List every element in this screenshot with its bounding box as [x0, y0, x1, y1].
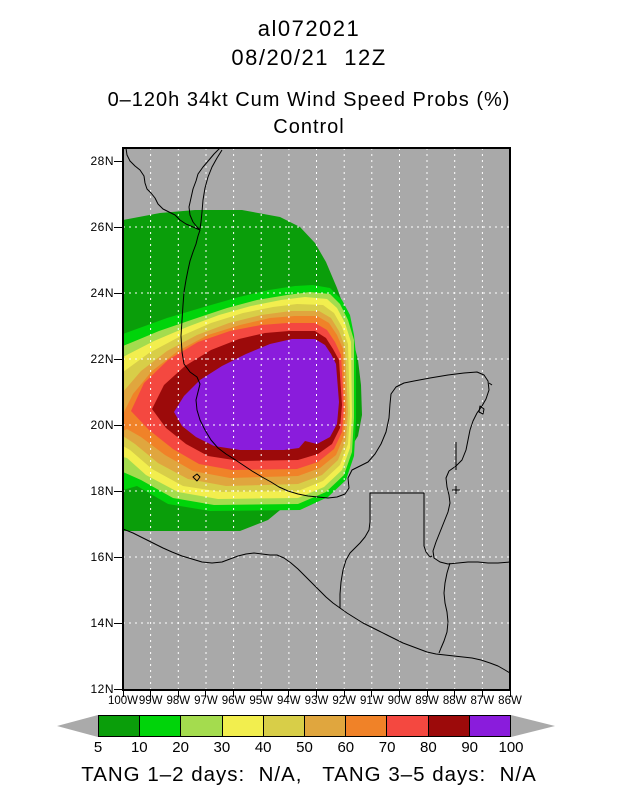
tang-status-text: TANG 1–2 days: N/A, TANG 3–5 days: N/A — [81, 763, 537, 786]
lat-label: 22N — [90, 352, 114, 366]
probability-bands — [123, 210, 362, 531]
lat-tick — [114, 688, 123, 690]
colorbar-value-label: 70 — [378, 739, 396, 756]
lon-label: 86W — [498, 695, 522, 707]
lat-tick — [114, 424, 123, 426]
colorbar-segment-20-30 — [181, 716, 223, 736]
colorbar-right-arrow — [511, 715, 555, 737]
colorbar-value-label: 20 — [172, 739, 189, 756]
lat-tick — [114, 358, 123, 360]
colorbar-value-label: 50 — [296, 739, 313, 756]
lon-tick — [371, 690, 373, 697]
lon-tick — [288, 690, 290, 697]
colorbar-segment-30-40 — [222, 716, 264, 736]
colorbar-value-label: 100 — [498, 739, 524, 756]
product-title: 0–120h 34kt Cum Wind Speed Probs (%) — [107, 89, 511, 111]
lon-label: 87W — [470, 695, 495, 707]
lon-label: 90W — [387, 695, 412, 707]
lon-tick — [122, 690, 124, 697]
lon-label: 89W — [415, 695, 439, 707]
colorbar-value-label: 30 — [213, 739, 231, 756]
lon-label: 92W — [332, 695, 356, 707]
lon-label: 88W — [442, 695, 467, 707]
lat-label: 20N — [90, 418, 114, 432]
colorbar-segment-50-60 — [305, 716, 347, 736]
colorbar-value-label: 80 — [420, 739, 437, 756]
colorbar-value-label: 40 — [254, 739, 272, 756]
lon-label: 95W — [249, 695, 274, 707]
storm-id-title: al072021 — [257, 16, 361, 41]
lat-tick — [114, 556, 123, 558]
colorbar-value-label: 90 — [461, 739, 479, 756]
colorbar-segment-70-80 — [387, 716, 429, 736]
lon-tick — [260, 690, 262, 697]
lat-tick — [114, 490, 123, 492]
lon-label: 91W — [359, 695, 384, 707]
colorbar-value-label: 5 — [93, 739, 103, 756]
lat-label: 18N — [90, 484, 114, 498]
colorbar-left-arrow — [57, 715, 98, 737]
lat-label: 12N — [90, 682, 114, 696]
init-time-title: 08/20/21 12Z — [231, 45, 387, 70]
lon-tick — [509, 690, 511, 697]
lat-label: 24N — [90, 286, 114, 300]
model-title: Control — [273, 116, 345, 138]
colorbar-value-label: 60 — [337, 739, 355, 756]
lat-label: 28N — [90, 154, 114, 168]
grid-lines — [123, 148, 510, 690]
colorbar-segment-80-90 — [428, 716, 470, 736]
lon-tick — [481, 690, 483, 697]
colorbar-segment-5-10 — [99, 716, 141, 736]
colorbar-segment-10-20 — [140, 716, 182, 736]
lon-label: 98W — [166, 695, 191, 707]
lon-tick — [343, 690, 345, 697]
lon-label: 96W — [221, 695, 246, 707]
lat-label: 14N — [90, 616, 114, 630]
lon-label: 97W — [194, 695, 218, 707]
lat-label: 16N — [90, 550, 114, 564]
lat-tick — [114, 160, 123, 162]
colorbar-segment-90-100 — [469, 716, 511, 736]
coastlines — [123, 148, 510, 674]
lon-tick — [205, 690, 207, 697]
lon-tick — [454, 690, 456, 697]
lon-tick — [398, 690, 400, 697]
lon-tick — [233, 690, 235, 697]
lon-tick — [316, 690, 317, 697]
colorbar-value-label: 10 — [130, 739, 148, 756]
lon-label: 99W — [138, 695, 163, 707]
lat-tick — [114, 226, 123, 228]
colorbar — [98, 715, 511, 737]
prob-band-90pct — [174, 339, 339, 450]
lat-tick — [114, 292, 123, 294]
lon-label: 94W — [277, 695, 301, 707]
lon-label: 93W — [304, 695, 329, 707]
lon-label: 100W — [107, 695, 139, 707]
lat-label: 26N — [90, 220, 114, 234]
colorbar-segment-40-50 — [263, 716, 306, 736]
lon-tick — [426, 690, 428, 697]
lon-tick — [177, 690, 179, 697]
lat-tick — [114, 622, 123, 624]
lon-tick — [150, 690, 152, 697]
colorbar-segment-60-70 — [346, 716, 388, 736]
